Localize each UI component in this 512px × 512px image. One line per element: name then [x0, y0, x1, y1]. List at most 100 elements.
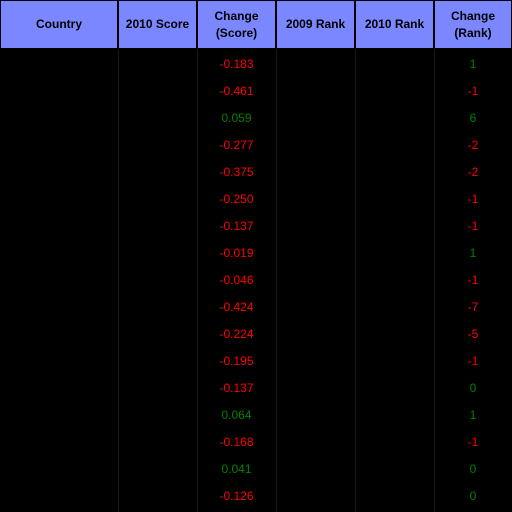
cell-country [0, 77, 118, 104]
cell-country [0, 158, 118, 185]
cell-2009-rank [276, 185, 355, 212]
column-divider [197, 49, 198, 512]
cell-2010-score [118, 347, 197, 374]
cell-change-score: -0.137 [219, 218, 254, 233]
cell-2009-rank [276, 374, 355, 401]
cell-2009-rank [276, 455, 355, 482]
cell-2010-rank [355, 347, 434, 374]
cell-country [0, 50, 118, 77]
cell-2009-rank [276, 50, 355, 77]
cell-change-rank: 1 [469, 407, 477, 422]
cell-change-score: -0.424 [219, 299, 254, 314]
cell-2009-rank [276, 293, 355, 320]
table-row: -0.250 -1 [0, 185, 512, 212]
table-row: -0.424 -7 [0, 293, 512, 320]
cell-2010-score [118, 428, 197, 455]
cell-2009-rank [276, 212, 355, 239]
table-row: -0.137 -1 [0, 212, 512, 239]
cell-2010-score [118, 104, 197, 131]
cell-change-score: -0.046 [219, 272, 254, 287]
cell-change-rank: -1 [467, 218, 479, 233]
cell-change-score: -0.375 [219, 164, 254, 179]
cell-country [0, 320, 118, 347]
table-row: 0.064 1 [0, 401, 512, 428]
cell-2010-rank [355, 104, 434, 131]
header-change-score[interactable]: Change (Score) [197, 0, 276, 49]
cell-2010-score [118, 482, 197, 509]
cell-2010-rank [355, 50, 434, 77]
cell-country [0, 455, 118, 482]
cell-change-rank: -2 [467, 164, 479, 179]
cell-change-score: -0.461 [219, 83, 254, 98]
table-row: -0.126 0 [0, 482, 512, 509]
cell-change-rank: 1 [469, 56, 477, 71]
cell-change-score: -0.019 [219, 245, 254, 260]
cell-2009-rank [276, 266, 355, 293]
cell-country [0, 266, 118, 293]
cell-change-rank: -5 [467, 326, 479, 341]
header-2009-rank[interactable]: 2009 Rank [276, 0, 355, 49]
header-change-rank[interactable]: Change (Rank) [434, 0, 512, 49]
column-divider [276, 49, 277, 512]
cell-change-score: -0.277 [219, 137, 254, 152]
table-row: -0.375 -2 [0, 158, 512, 185]
cell-change-rank: -1 [467, 191, 479, 206]
cell-change-rank: -1 [467, 83, 479, 98]
cell-change-rank: 0 [469, 461, 477, 476]
table-row: -0.461 -1 [0, 77, 512, 104]
cell-change-rank: -1 [467, 434, 479, 449]
cell-2009-rank [276, 347, 355, 374]
cell-2009-rank [276, 239, 355, 266]
cell-change-score: 0.064 [221, 407, 252, 422]
cell-2009-rank [276, 320, 355, 347]
cell-change-score: -0.250 [219, 191, 254, 206]
cell-2010-score [118, 266, 197, 293]
cell-2010-score [118, 185, 197, 212]
cell-change-score: -0.168 [219, 434, 254, 449]
cell-change-score: -0.224 [219, 326, 254, 341]
cell-2010-score [118, 77, 197, 104]
table-row: -0.183 1 [0, 50, 512, 77]
column-divider [434, 49, 435, 512]
cell-country [0, 482, 118, 509]
cell-country [0, 401, 118, 428]
header-country[interactable]: Country [0, 0, 118, 49]
cell-country [0, 131, 118, 158]
table-row: -0.137 0 [0, 374, 512, 401]
cell-change-rank: 6 [469, 110, 477, 125]
cell-2010-rank [355, 212, 434, 239]
table-row: -0.168 -1 [0, 428, 512, 455]
cell-change-rank: 0 [469, 488, 477, 503]
header-2010-score[interactable]: 2010 Score [118, 0, 197, 49]
cell-2010-rank [355, 482, 434, 509]
cell-2010-score [118, 293, 197, 320]
table-row: 0.059 6 [0, 104, 512, 131]
cell-2010-score [118, 374, 197, 401]
cell-change-score: 0.041 [221, 461, 252, 476]
table-row: -0.046 -1 [0, 266, 512, 293]
cell-2010-rank [355, 266, 434, 293]
header-2010-rank[interactable]: 2010 Rank [355, 0, 434, 49]
cell-country [0, 374, 118, 401]
cell-2009-rank [276, 131, 355, 158]
cell-2010-rank [355, 401, 434, 428]
cell-change-rank: -7 [467, 299, 479, 314]
cell-country [0, 185, 118, 212]
cell-change-score: -0.183 [219, 56, 254, 71]
cell-change-score: -0.126 [219, 488, 254, 503]
cell-2010-rank [355, 158, 434, 185]
cell-2010-score [118, 401, 197, 428]
cell-2010-rank [355, 293, 434, 320]
cell-2009-rank [276, 482, 355, 509]
cell-2010-rank [355, 185, 434, 212]
cell-2010-rank [355, 455, 434, 482]
cell-2010-rank [355, 320, 434, 347]
cell-change-rank: -1 [467, 272, 479, 287]
cell-country [0, 428, 118, 455]
cell-2009-rank [276, 104, 355, 131]
table-row: 0.041 0 [0, 455, 512, 482]
cell-2010-score [118, 455, 197, 482]
table-row: -0.019 1 [0, 239, 512, 266]
cell-2010-rank [355, 239, 434, 266]
